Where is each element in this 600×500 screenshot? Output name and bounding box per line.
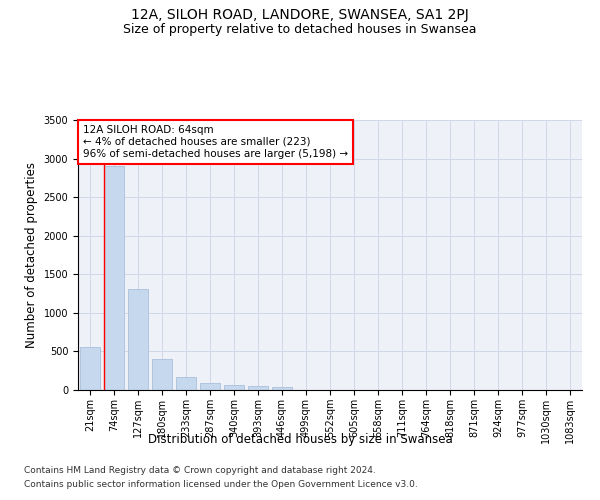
Bar (80, 347, 100, 390)
Bar (272, 386, 292, 390)
Text: 12A, SILOH ROAD, LANDORE, SWANSEA, SA1 2PJ: 12A, SILOH ROAD, LANDORE, SWANSEA, SA1 2… (131, 8, 469, 22)
Bar (152, 359, 172, 390)
Text: Contains HM Land Registry data © Crown copyright and database right 2024.: Contains HM Land Registry data © Crown c… (24, 466, 376, 475)
Bar (176, 376, 196, 390)
Bar (224, 386, 244, 390)
Text: Contains public sector information licensed under the Open Government Licence v3: Contains public sector information licen… (24, 480, 418, 489)
Text: Distribution of detached houses by size in Swansea: Distribution of detached houses by size … (148, 432, 452, 446)
Bar (200, 383, 220, 390)
Text: 12A SILOH ROAD: 64sqm
← 4% of detached houses are smaller (223)
96% of semi-deta: 12A SILOH ROAD: 64sqm ← 4% of detached h… (83, 126, 348, 158)
Bar (128, 289, 148, 390)
Text: Size of property relative to detached houses in Swansea: Size of property relative to detached ho… (123, 22, 477, 36)
Bar (104, 166, 124, 390)
Bar (248, 386, 268, 390)
Y-axis label: Number of detached properties: Number of detached properties (25, 162, 38, 348)
